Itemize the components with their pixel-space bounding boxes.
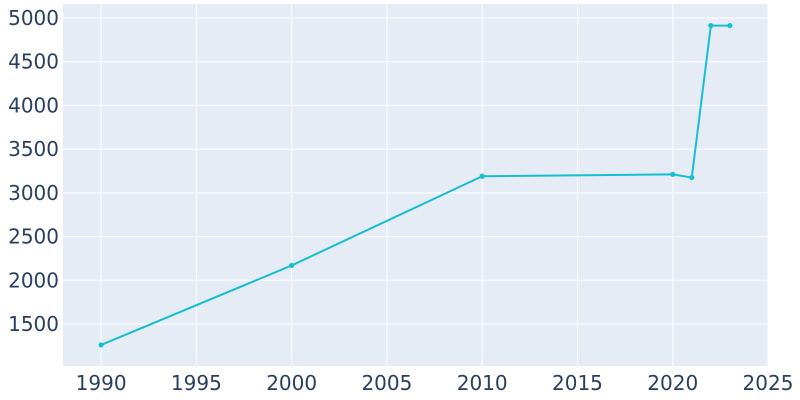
- x-tick-label-7: 2025: [743, 371, 794, 395]
- data-point-0-0: [98, 342, 104, 348]
- y-tick-label-7: 5000: [8, 6, 59, 30]
- x-tick-label-3: 2005: [361, 371, 412, 395]
- data-point-0-2: [479, 173, 485, 179]
- y-tick-label-6: 4500: [8, 50, 59, 74]
- y-tick-label-3: 3000: [8, 181, 59, 205]
- y-tick-label-5: 4000: [8, 93, 59, 117]
- grid-lines: [63, 4, 769, 366]
- x-tick-label-4: 2010: [457, 371, 508, 395]
- data-point-0-5: [708, 22, 714, 29]
- y-tick-label-0: 1500: [8, 312, 59, 336]
- data-point-0-4: [689, 174, 695, 181]
- y-axis-tick-labels: 1500 2000 2500 3000 3500 4000 4500 5000: [8, 6, 59, 336]
- y-tick-label-2: 2500: [8, 225, 59, 249]
- y-tick-label-4: 3500: [8, 137, 59, 161]
- x-tick-label-0: 1990: [76, 371, 127, 395]
- series-layer: [98, 22, 733, 348]
- data-point-0-6: [727, 22, 733, 29]
- x-tick-label-2: 2000: [266, 371, 317, 395]
- x-axis-tick-labels: 1990 1995 2000 2005 2010 2015 2020 2025: [76, 371, 794, 395]
- x-tick-label-5: 2015: [552, 371, 603, 395]
- data-point-0-1: [289, 262, 295, 269]
- data-point-0-3: [670, 171, 676, 177]
- plot-area: [63, 4, 768, 366]
- x-tick-label-1: 1995: [171, 371, 222, 395]
- x-tick-label-6: 2020: [647, 371, 698, 395]
- y-tick-label-1: 2000: [8, 268, 59, 292]
